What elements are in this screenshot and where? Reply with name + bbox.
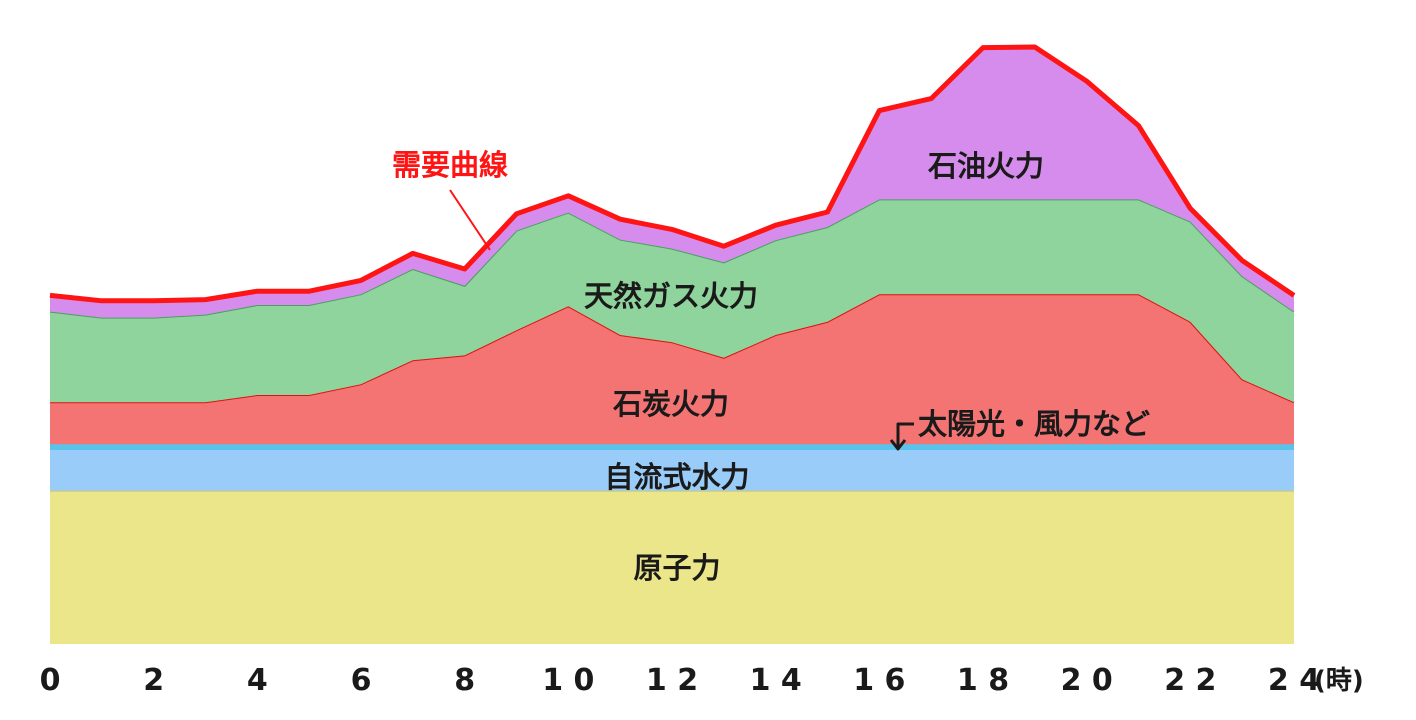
label-nuclear: 原子力 (633, 551, 720, 585)
x-axis-unit: (時) (1314, 666, 1364, 696)
area-3 (50, 444, 1294, 449)
area-1 (50, 491, 1294, 644)
x-tick-label: 1 2 (646, 663, 698, 698)
demand-leader-line (449, 189, 491, 251)
x-tick-label: 2 (143, 663, 164, 698)
demand-curve-group (49, 44, 1296, 304)
demand-curve-line (49, 44, 1296, 304)
x-tick-label: 1 8 (957, 663, 1009, 698)
x-tick-label: 2 0 (1061, 663, 1113, 698)
solar-pointer-arrow (889, 422, 914, 451)
area-2 (50, 449, 1294, 491)
area-6 (50, 47, 1294, 318)
label-hydro: 自流式水力 (604, 460, 749, 494)
x-tick-label: 4 (247, 663, 268, 698)
label-gas: 天然ガス火力 (584, 279, 758, 313)
x-tick-label: 1 6 (853, 663, 905, 698)
x-tick-label: 1 0 (542, 663, 594, 698)
x-tick-label: 8 (454, 663, 475, 698)
x-tick-label: 2 2 (1164, 663, 1216, 698)
label-demand: 需要曲線 (392, 148, 508, 182)
area-4 (50, 294, 1294, 445)
x-tick-label: 0 (40, 663, 61, 698)
label-oil: 石油火力 (927, 149, 1044, 183)
x-tick-label: 1 4 (750, 663, 802, 698)
x-tick-label: 6 (351, 663, 372, 698)
label-coal: 石炭火力 (612, 387, 729, 421)
x-tick-label: 2 4 (1268, 663, 1320, 698)
x-axis: 0 2 4 6 8 1 0 1 2 1 4 1 6 1 8 2 0 2 2 2 4(時) (40, 663, 1364, 698)
annotations: 石油火力 天然ガス火力 石炭火力 太陽光・風力など 自流式水力 原子力 需要曲線 (392, 148, 1150, 585)
area-5 (50, 199, 1294, 403)
stacked-areas (49, 45, 1295, 644)
label-solar-wind: 太陽光・風力など (918, 407, 1150, 441)
